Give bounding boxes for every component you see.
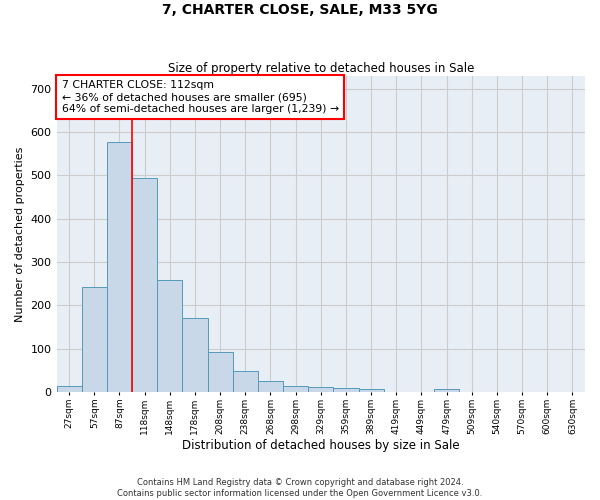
Bar [208, 352, 233, 392]
Title: Size of property relative to detached houses in Sale: Size of property relative to detached ho… [167, 62, 474, 74]
Bar [283, 386, 308, 392]
Bar [182, 318, 208, 392]
Bar [258, 381, 283, 392]
Bar [107, 142, 132, 392]
Bar [233, 371, 258, 392]
Bar [132, 178, 157, 392]
Bar [308, 387, 334, 392]
Bar [157, 280, 182, 392]
Text: Contains HM Land Registry data © Crown copyright and database right 2024.
Contai: Contains HM Land Registry data © Crown c… [118, 478, 482, 498]
Bar [359, 388, 383, 392]
Text: 7, CHARTER CLOSE, SALE, M33 5YG: 7, CHARTER CLOSE, SALE, M33 5YG [162, 2, 438, 16]
Bar [56, 386, 82, 392]
Bar [434, 389, 459, 392]
Y-axis label: Number of detached properties: Number of detached properties [15, 146, 25, 322]
X-axis label: Distribution of detached houses by size in Sale: Distribution of detached houses by size … [182, 440, 460, 452]
Text: 7 CHARTER CLOSE: 112sqm
← 36% of detached houses are smaller (695)
64% of semi-d: 7 CHARTER CLOSE: 112sqm ← 36% of detache… [62, 80, 339, 114]
Bar [82, 286, 107, 392]
Bar [334, 388, 359, 392]
